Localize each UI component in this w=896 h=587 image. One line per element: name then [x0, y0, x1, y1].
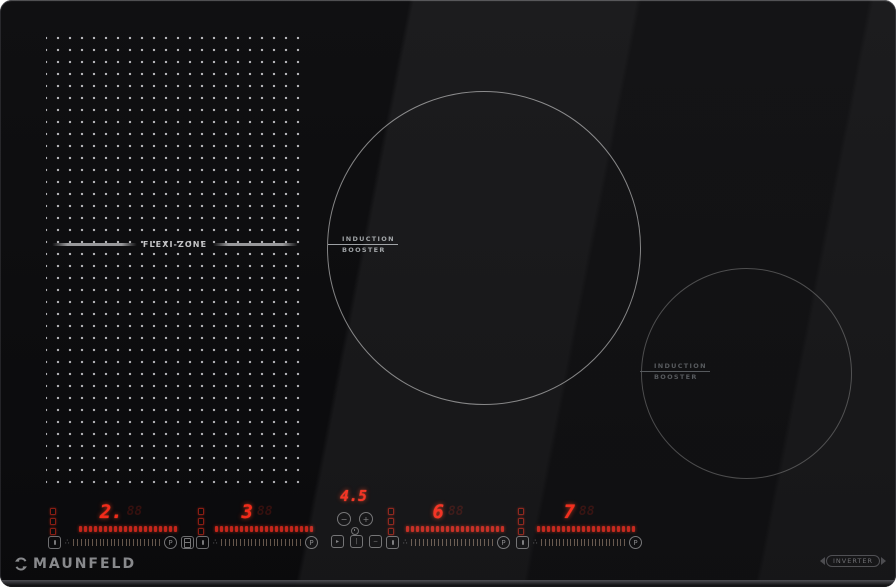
chevron-right-icon	[880, 557, 886, 565]
burner-ring-small	[641, 268, 852, 479]
zone1-slider-min-dots-icon: ∴	[65, 538, 70, 546]
zone4-slider-min-dots-icon: ∴	[533, 538, 538, 546]
zone2-booster-button[interactable]: P	[305, 536, 318, 549]
zone4-power-lit-segments	[537, 526, 635, 532]
zone-control-right: 7 88 ∴ P	[516, 503, 642, 551]
burner-ring-large	[327, 91, 641, 405]
top-edge-highlight	[0, 0, 896, 2]
zone3-power-slider[interactable]	[411, 539, 493, 547]
zone1-power-slider[interactable]	[73, 539, 160, 547]
zone2-select-icon	[201, 540, 204, 545]
flexi-zone-label-text: FLEXI-ZONE	[142, 239, 208, 249]
zone3-booster-button[interactable]: P	[497, 536, 510, 549]
pause-button[interactable]: ▸	[331, 535, 344, 548]
chevron-left-icon	[820, 557, 825, 565]
zone3-power-display: 6	[432, 501, 444, 523]
flexi-bridge-icon	[184, 537, 191, 548]
lock-button[interactable]: −	[369, 535, 382, 548]
zone2-ghost-digits: 88	[256, 504, 273, 519]
zone4-ghost-digits: 88	[578, 504, 595, 519]
timer-plus-button[interactable]: +	[359, 512, 373, 526]
zone4-select-button[interactable]	[516, 536, 529, 549]
burner-small-label-line2: BOOSTER	[654, 373, 698, 381]
zone3-select-icon	[391, 540, 394, 545]
burner-large-label-line2: BOOSTER	[342, 246, 386, 254]
zone4-power-display: 7	[563, 501, 575, 523]
zone4-select-icon	[521, 540, 524, 545]
zone2-indicator-stack	[198, 508, 204, 535]
flexi-zone-area	[46, 28, 300, 490]
burner-small-label: INDUCTION BOOSTER	[640, 361, 710, 382]
zone4-power-slider[interactable]	[541, 539, 625, 547]
zone1-ghost-digits: 88	[126, 504, 143, 519]
flexi-bridge-button[interactable]	[181, 536, 194, 549]
zone2-power-display: 3	[241, 501, 253, 523]
timer-minus-button[interactable]: −	[337, 512, 351, 526]
zone4-booster-button[interactable]: P	[629, 536, 642, 549]
zone1-booster-button[interactable]: P	[164, 536, 177, 549]
brand-logo: MAUNFELD	[14, 556, 136, 572]
zone-control-flexi-front: 2. 88 ∴ P	[48, 503, 194, 551]
clock-icon	[351, 527, 359, 535]
zone1-select-icon	[53, 540, 56, 545]
zone-control-center: 6 88 ∴ P	[386, 503, 510, 551]
flexi-zone-label: FLEXI-ZONE	[52, 238, 299, 250]
zone1-select-button[interactable]	[48, 536, 61, 549]
flexi-zone-line-left	[52, 242, 137, 246]
brand-logo-text: MAUNFELD	[33, 556, 137, 572]
zone1-indicator-stack	[50, 508, 56, 535]
zone1-power-lit-segments	[79, 526, 177, 532]
power-button[interactable]: |	[350, 535, 363, 548]
brand-logo-icon	[15, 557, 27, 571]
inverter-badge: INVERTER	[820, 555, 886, 567]
burner-small-label-line1: INDUCTION	[651, 361, 710, 372]
zone3-power-lit-segments	[406, 526, 504, 532]
zone3-ghost-digits: 88	[447, 504, 464, 519]
zone3-select-button[interactable]	[386, 536, 399, 549]
flexi-zone-line-right	[213, 242, 299, 246]
burner-large-pointer-line	[328, 244, 339, 245]
bottom-edge-trim	[0, 580, 896, 587]
timer-display: 4.5	[340, 487, 368, 505]
zone3-indicator-stack	[388, 508, 394, 535]
burner-large-label-line1: INDUCTION	[339, 234, 398, 245]
zone-control-flexi-rear: 3 88 ∴ P	[196, 503, 318, 551]
zone4-indicator-stack	[518, 508, 524, 535]
zone3-slider-min-dots-icon: ∴	[403, 538, 408, 546]
zone1-power-display: 2.	[99, 501, 123, 523]
zone2-select-button[interactable]	[196, 536, 209, 549]
inverter-badge-text: INVERTER	[826, 555, 880, 567]
zone2-power-lit-segments	[215, 526, 313, 532]
burner-small-pointer-line	[640, 371, 651, 372]
burner-large-label: INDUCTION BOOSTER	[328, 234, 398, 255]
zone2-slider-min-dots-icon: ∴	[213, 538, 218, 546]
zone2-power-slider[interactable]	[221, 539, 301, 547]
timer-controls: 4.5 − + ▸ | −	[331, 489, 393, 549]
